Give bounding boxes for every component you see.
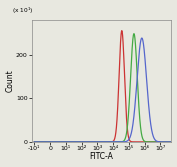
X-axis label: FITC-A: FITC-A bbox=[90, 152, 114, 161]
Y-axis label: Count: Count bbox=[5, 69, 15, 92]
Text: (x 10$^1$): (x 10$^1$) bbox=[12, 6, 34, 16]
